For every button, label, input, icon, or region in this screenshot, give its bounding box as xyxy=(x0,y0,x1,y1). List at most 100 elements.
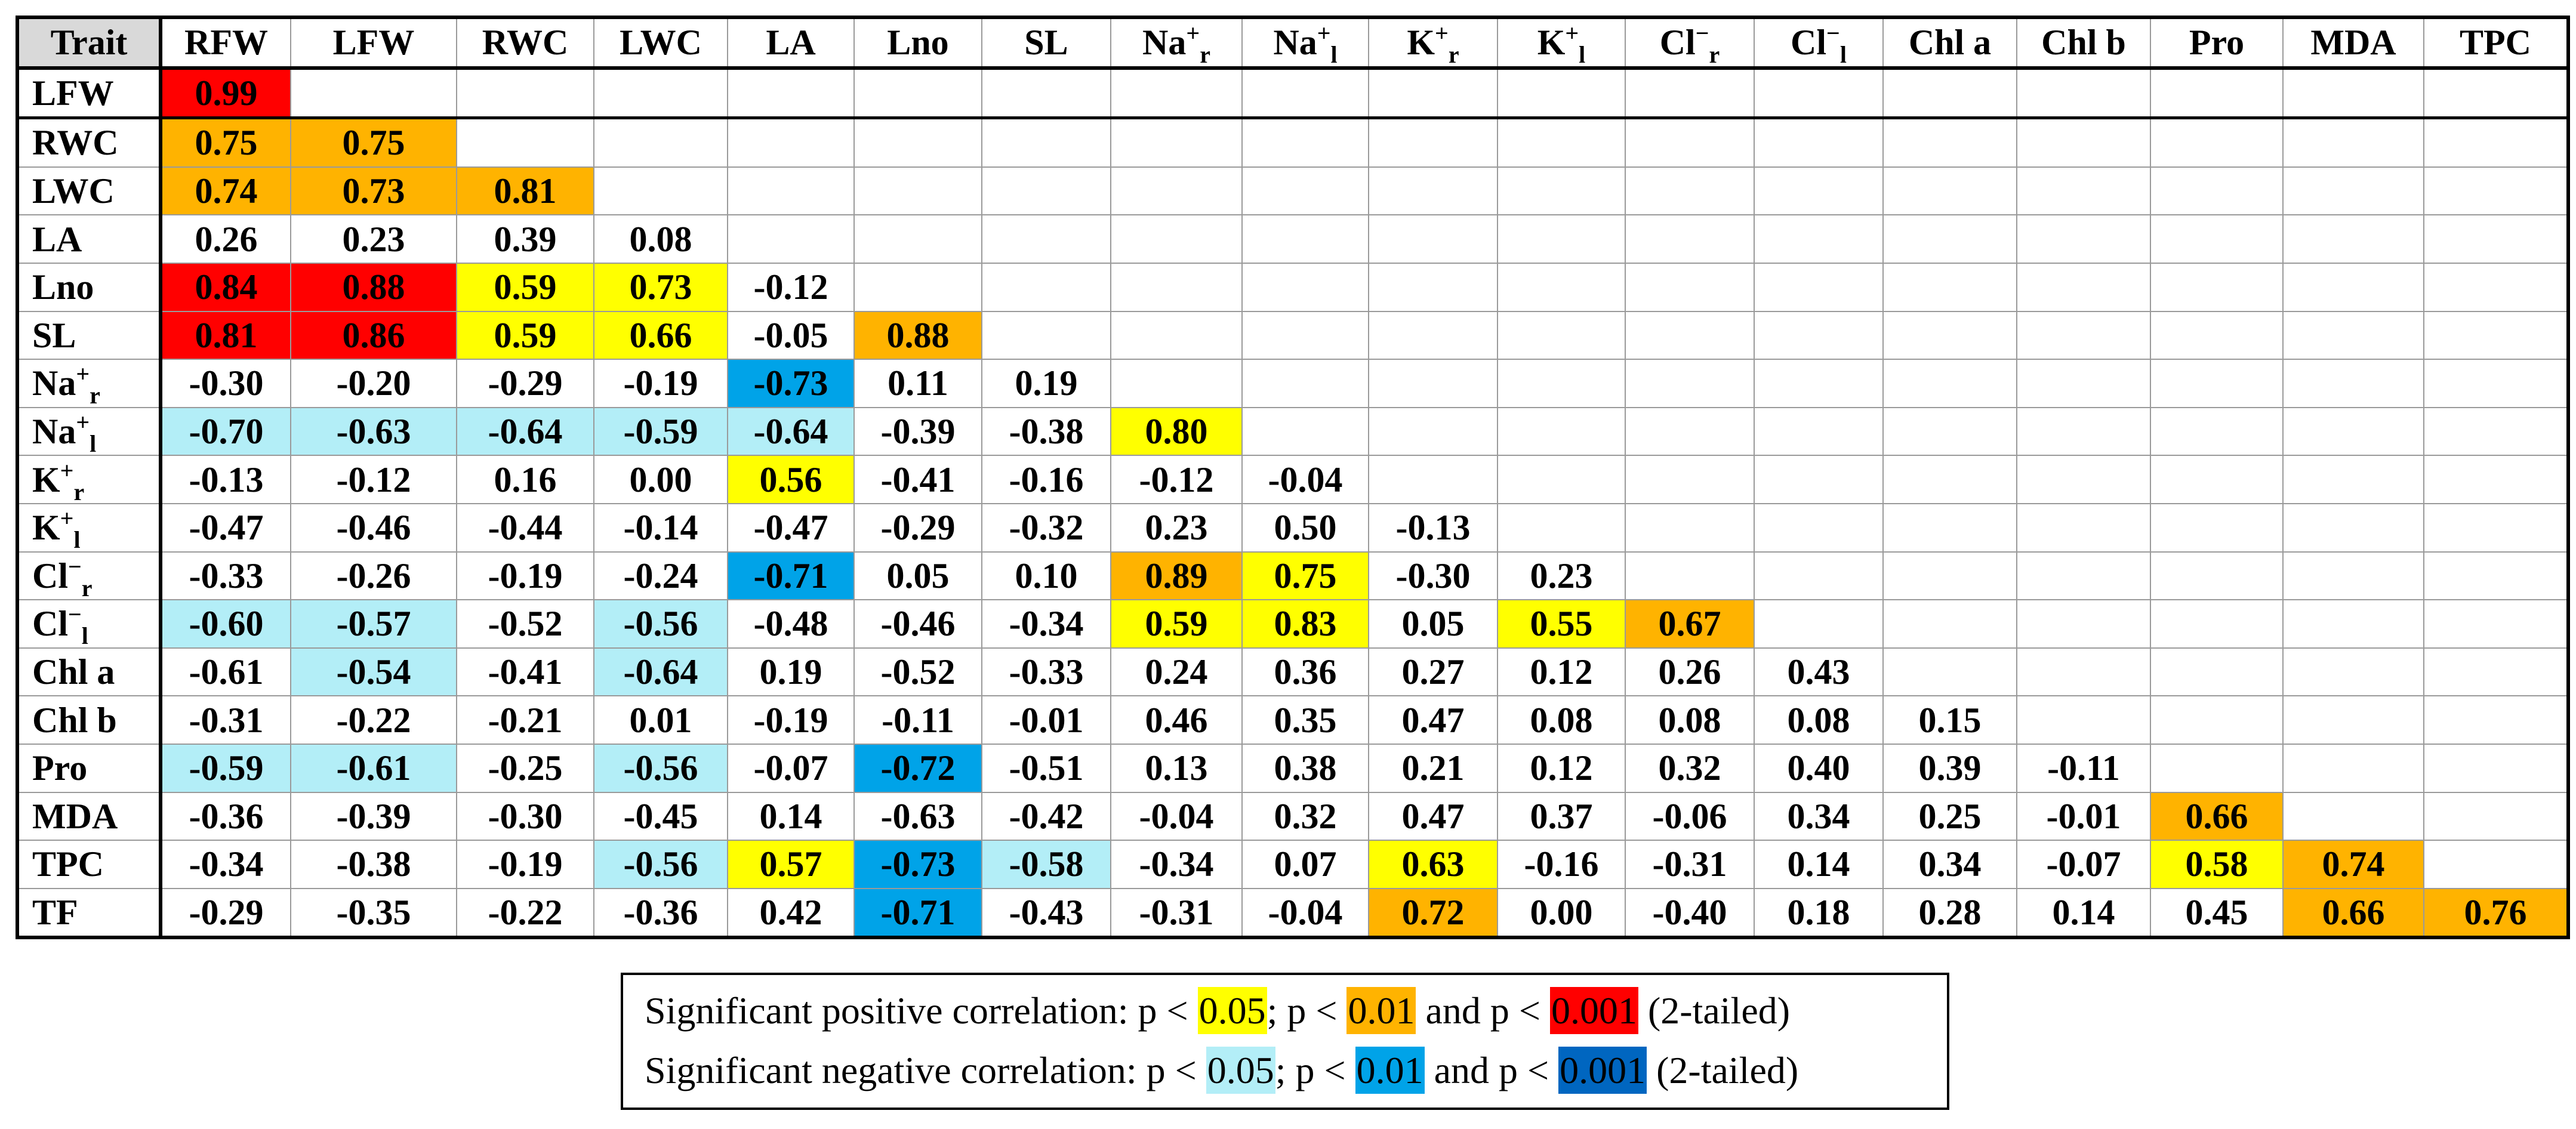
correlation-cell: -0.56 xyxy=(593,840,728,889)
tissue-subscript: r xyxy=(81,574,93,601)
correlation-cell: -0.29 xyxy=(160,887,291,940)
empty-cell xyxy=(2150,214,2284,264)
correlation-cell: -0.33 xyxy=(981,647,1111,697)
empty-cell xyxy=(1882,502,2017,553)
empty-cell xyxy=(1754,599,1884,649)
empty-cell xyxy=(1625,117,1755,168)
empty-cell xyxy=(2423,840,2570,889)
empty-cell xyxy=(1882,551,2017,601)
trait-name: K xyxy=(1407,23,1435,63)
correlation-cell: -0.47 xyxy=(727,502,855,553)
empty-cell xyxy=(2150,502,2284,553)
column-header: LFW xyxy=(290,16,457,70)
legend-separator: ; p < xyxy=(1267,989,1347,1032)
ion-charge: + xyxy=(1435,20,1449,47)
empty-cell xyxy=(2282,262,2424,312)
empty-cell xyxy=(1625,502,1755,553)
correlation-cell: 0.08 xyxy=(1754,695,1884,745)
empty-cell xyxy=(2016,359,2151,408)
empty-cell xyxy=(1882,262,2017,312)
table-row: Cl−r -0.33 -0.26 -0.19 -0.24 -0.71 0.05 0.10 0.8… xyxy=(16,551,2570,601)
tissue-subscript: l xyxy=(90,430,97,458)
table-row: Na+r -0.30 -0.20 -0.29 -0.19 -0.73 0.11 0.19 xyxy=(16,359,2570,408)
correlation-cell: 0.47 xyxy=(1368,695,1498,745)
empty-cell xyxy=(2282,791,2424,841)
empty-cell xyxy=(1882,359,2017,408)
empty-cell xyxy=(593,166,728,216)
empty-cell xyxy=(2423,791,2570,841)
empty-cell xyxy=(2150,406,2284,456)
column-header: RFW xyxy=(160,16,291,70)
correlation-cell: 0.05 xyxy=(1368,599,1498,649)
correlation-cell: -0.12 xyxy=(1110,455,1243,504)
correlation-cell: -0.39 xyxy=(853,406,982,456)
correlation-cell: 0.14 xyxy=(1754,840,1884,889)
correlation-cell: -0.40 xyxy=(1625,887,1755,940)
empty-cell xyxy=(1625,166,1755,216)
empty-cell xyxy=(1368,214,1498,264)
correlation-cell: 0.89 xyxy=(1110,551,1243,601)
correlation-cell: 0.39 xyxy=(1882,743,2017,793)
trait-name: Cl xyxy=(32,604,68,644)
correlation-cell: 0.67 xyxy=(1625,599,1755,649)
legend-positive-text: Significant positive correlation: p < xyxy=(645,989,1198,1032)
table-row: Cl−l -0.60 -0.57 -0.52 -0.56 -0.48 -0.46 -0.34 0… xyxy=(16,599,2570,649)
correlation-cell: -0.22 xyxy=(456,887,594,940)
correlation-cell: 0.13 xyxy=(1110,743,1243,793)
trait-name: LA xyxy=(32,219,82,259)
empty-cell xyxy=(2423,166,2570,216)
correlation-cell: 0.14 xyxy=(2016,887,2151,940)
ion-charge: − xyxy=(68,601,82,628)
row-header: SL xyxy=(16,310,162,360)
correlation-cell: 0.66 xyxy=(2150,791,2284,841)
row-header: RWC xyxy=(16,117,162,168)
empty-cell xyxy=(2282,166,2424,216)
table-row: Lno 0.84 0.88 0.59 0.73 -0.12 xyxy=(16,262,2570,312)
correlation-cell: -0.35 xyxy=(290,887,457,940)
correlation-cell: -0.41 xyxy=(456,647,594,697)
legend-tail-text: (2-tailed) xyxy=(1638,989,1791,1032)
trait-name: Lno xyxy=(887,23,949,63)
correlation-cell: 0.72 xyxy=(1368,887,1498,940)
empty-cell xyxy=(2150,66,2284,120)
empty-cell xyxy=(2150,262,2284,312)
correlation-cell: 0.56 xyxy=(727,455,855,504)
correlation-cell: -0.43 xyxy=(981,887,1111,940)
tissue-subscript: l xyxy=(1330,41,1338,69)
correlation-cell: 0.11 xyxy=(853,359,982,408)
empty-cell xyxy=(1625,310,1755,360)
correlation-cell: 0.55 xyxy=(1497,599,1626,649)
correlation-cell: -0.21 xyxy=(456,695,594,745)
empty-cell xyxy=(1368,166,1498,216)
empty-cell xyxy=(1497,310,1626,360)
empty-cell xyxy=(2016,599,2151,649)
empty-cell xyxy=(2282,117,2424,168)
empty-cell xyxy=(1110,166,1243,216)
empty-cell xyxy=(2423,455,2570,504)
empty-cell xyxy=(981,66,1111,120)
correlation-cell: -0.48 xyxy=(727,599,855,649)
column-header: K+r xyxy=(1368,16,1498,70)
tissue-subscript: r xyxy=(73,478,85,505)
correlation-cell: -0.04 xyxy=(1241,455,1369,504)
table-row: RWC 0.75 0.75 xyxy=(16,117,2570,168)
empty-cell xyxy=(1882,310,2017,360)
empty-cell xyxy=(1754,551,1884,601)
tissue-subscript: r xyxy=(1200,41,1210,69)
tissue-subscript: r xyxy=(1709,41,1720,69)
correlation-cell: -0.56 xyxy=(593,599,728,649)
correlation-cell: -0.30 xyxy=(160,359,291,408)
correlation-cell: -0.29 xyxy=(456,359,594,408)
trait-column-header: Trait xyxy=(16,16,162,70)
correlation-cell: 0.73 xyxy=(593,262,728,312)
empty-cell xyxy=(2423,551,2570,601)
correlation-cell: -0.07 xyxy=(727,743,855,793)
empty-cell xyxy=(593,117,728,168)
empty-cell xyxy=(2016,406,2151,456)
empty-cell xyxy=(981,214,1111,264)
empty-cell xyxy=(1882,66,2017,120)
correlation-cell: -0.56 xyxy=(593,743,728,793)
empty-cell xyxy=(727,214,855,264)
correlation-cell: 0.08 xyxy=(1497,695,1626,745)
correlation-cell: -0.59 xyxy=(160,743,291,793)
